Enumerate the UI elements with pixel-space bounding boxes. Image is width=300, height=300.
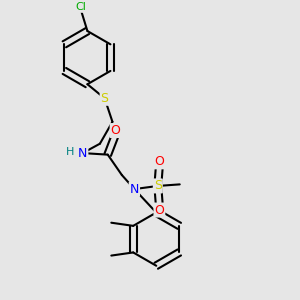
Text: O: O — [154, 203, 164, 217]
Text: N: N — [130, 183, 139, 196]
Text: O: O — [154, 155, 164, 168]
Text: N: N — [78, 147, 87, 160]
Text: H: H — [65, 147, 74, 157]
Text: S: S — [100, 92, 109, 105]
Text: Cl: Cl — [76, 2, 87, 12]
Text: O: O — [111, 124, 121, 137]
Text: S: S — [154, 179, 162, 192]
